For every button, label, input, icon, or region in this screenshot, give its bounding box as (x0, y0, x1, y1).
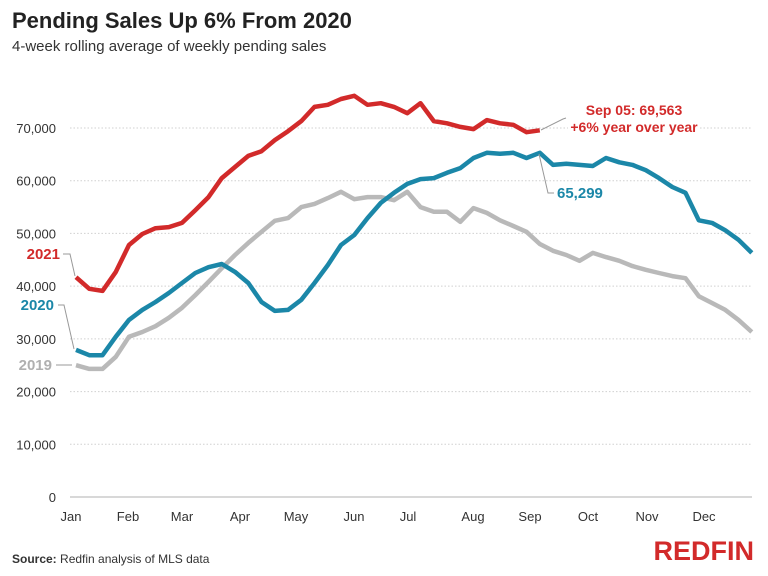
y-tick-label: 60,000 (16, 174, 56, 189)
series-label-2020: 2020 (21, 297, 54, 314)
x-tick-label: Jan (61, 509, 82, 524)
annotation-sep05: Sep 05: 69,563 (586, 102, 683, 118)
y-tick-label: 50,000 (16, 226, 56, 241)
source-note: Source: Redfin analysis of MLS data (12, 552, 209, 566)
chart-subtitle: 4-week rolling average of weekly pending… (12, 38, 327, 55)
series-line-2021 (74, 93, 541, 294)
leader-line-65299 (538, 153, 554, 194)
x-tick-label: May (284, 509, 309, 524)
leader-line-sep05 (540, 117, 567, 131)
series-line-2020 (75, 150, 754, 358)
y-tick-label: 0 (49, 490, 56, 505)
y-tick-label: 40,000 (16, 279, 56, 294)
y-tick-label: 30,000 (16, 332, 56, 347)
series-label-2019: 2019 (19, 357, 52, 374)
annotation-yoy: +6% year over year (570, 119, 698, 135)
x-tick-label: Dec (692, 509, 716, 524)
series-line-2019 (75, 189, 754, 372)
x-tick-label: Aug (461, 509, 484, 524)
x-tick-label: Jun (344, 509, 365, 524)
series-label-2021: 2021 (27, 246, 60, 263)
leader-line-2021 (63, 253, 76, 277)
y-tick-label: 10,000 (16, 437, 56, 452)
y-tick-label: 70,000 (16, 121, 56, 136)
y-tick-label: 20,000 (16, 385, 56, 400)
chart-title: Pending Sales Up 6% From 2020 (12, 8, 352, 33)
x-tick-label: Jul (400, 509, 417, 524)
source-text: Redfin analysis of MLS data (56, 552, 210, 566)
x-tick-label: Oct (578, 509, 599, 524)
x-tick-label: Apr (230, 509, 251, 524)
leader-line-2020 (58, 304, 75, 350)
x-tick-label: Mar (171, 509, 194, 524)
annotation-2020-value: 65,299 (557, 185, 603, 202)
x-tick-label: Feb (117, 509, 139, 524)
x-tick-label: Nov (635, 509, 659, 524)
redfin-logo: REDFIN (653, 536, 755, 566)
x-tick-label: Sep (518, 509, 541, 524)
source-label: Source: (12, 552, 57, 566)
